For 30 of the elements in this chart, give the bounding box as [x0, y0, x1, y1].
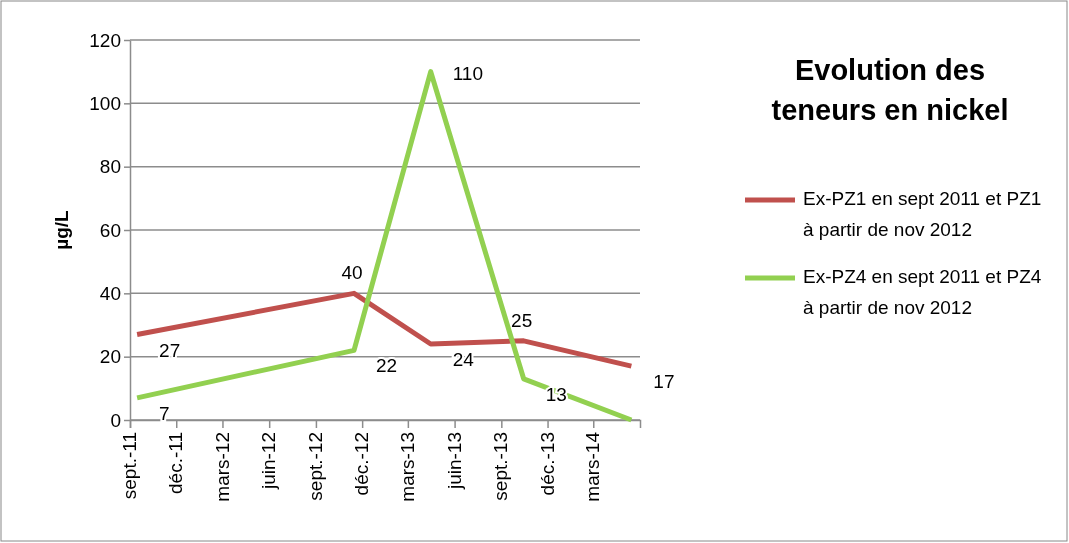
x-tick-label: juin-13: [443, 432, 465, 491]
data-label: 7: [159, 402, 170, 424]
x-tick-label: sept.-11: [119, 432, 141, 500]
y-tick-label: 80: [99, 156, 121, 178]
data-label: 27: [159, 339, 181, 361]
x-tick-label: déc.-12: [351, 432, 373, 496]
x-tick-label: déc.-11: [165, 432, 187, 494]
data-label: 22: [376, 355, 398, 377]
y-axis-title: µg/L: [51, 209, 72, 250]
x-tick-label: sept.-13: [490, 432, 512, 501]
y-tick-label: 0: [110, 409, 121, 431]
data-label: 25: [511, 309, 533, 331]
x-tick-label: mars-14: [582, 431, 604, 502]
x-tick-label: déc.-13: [536, 432, 558, 496]
y-tick-label: 20: [99, 346, 121, 368]
data-label: 24: [452, 349, 475, 370]
data-label: 110: [452, 62, 484, 84]
text: Evolution des teneurs en nickel: [771, 54, 1009, 126]
y-tick-label: 60: [99, 219, 121, 241]
x-tick-label: sept.-12: [305, 432, 327, 501]
y-tick-label: 40: [99, 282, 121, 304]
x-tick-label: juin-12: [258, 432, 280, 491]
x-tick-label: mars-13: [397, 432, 419, 502]
x-tick-label: mars-12: [211, 432, 233, 502]
y-tick-label: 100: [89, 92, 121, 114]
legend-label: Ex-PZ4 en sept 2011 et PZ4 à partir de nov 2012: [803, 266, 1042, 318]
legend-label: Ex-PZ1 en sept 2011 et PZ1 à partir de nov 2012: [803, 188, 1042, 240]
data-label: 40: [341, 262, 363, 284]
data-label: 17: [653, 371, 675, 393]
y-tick-label: 120: [89, 29, 121, 51]
